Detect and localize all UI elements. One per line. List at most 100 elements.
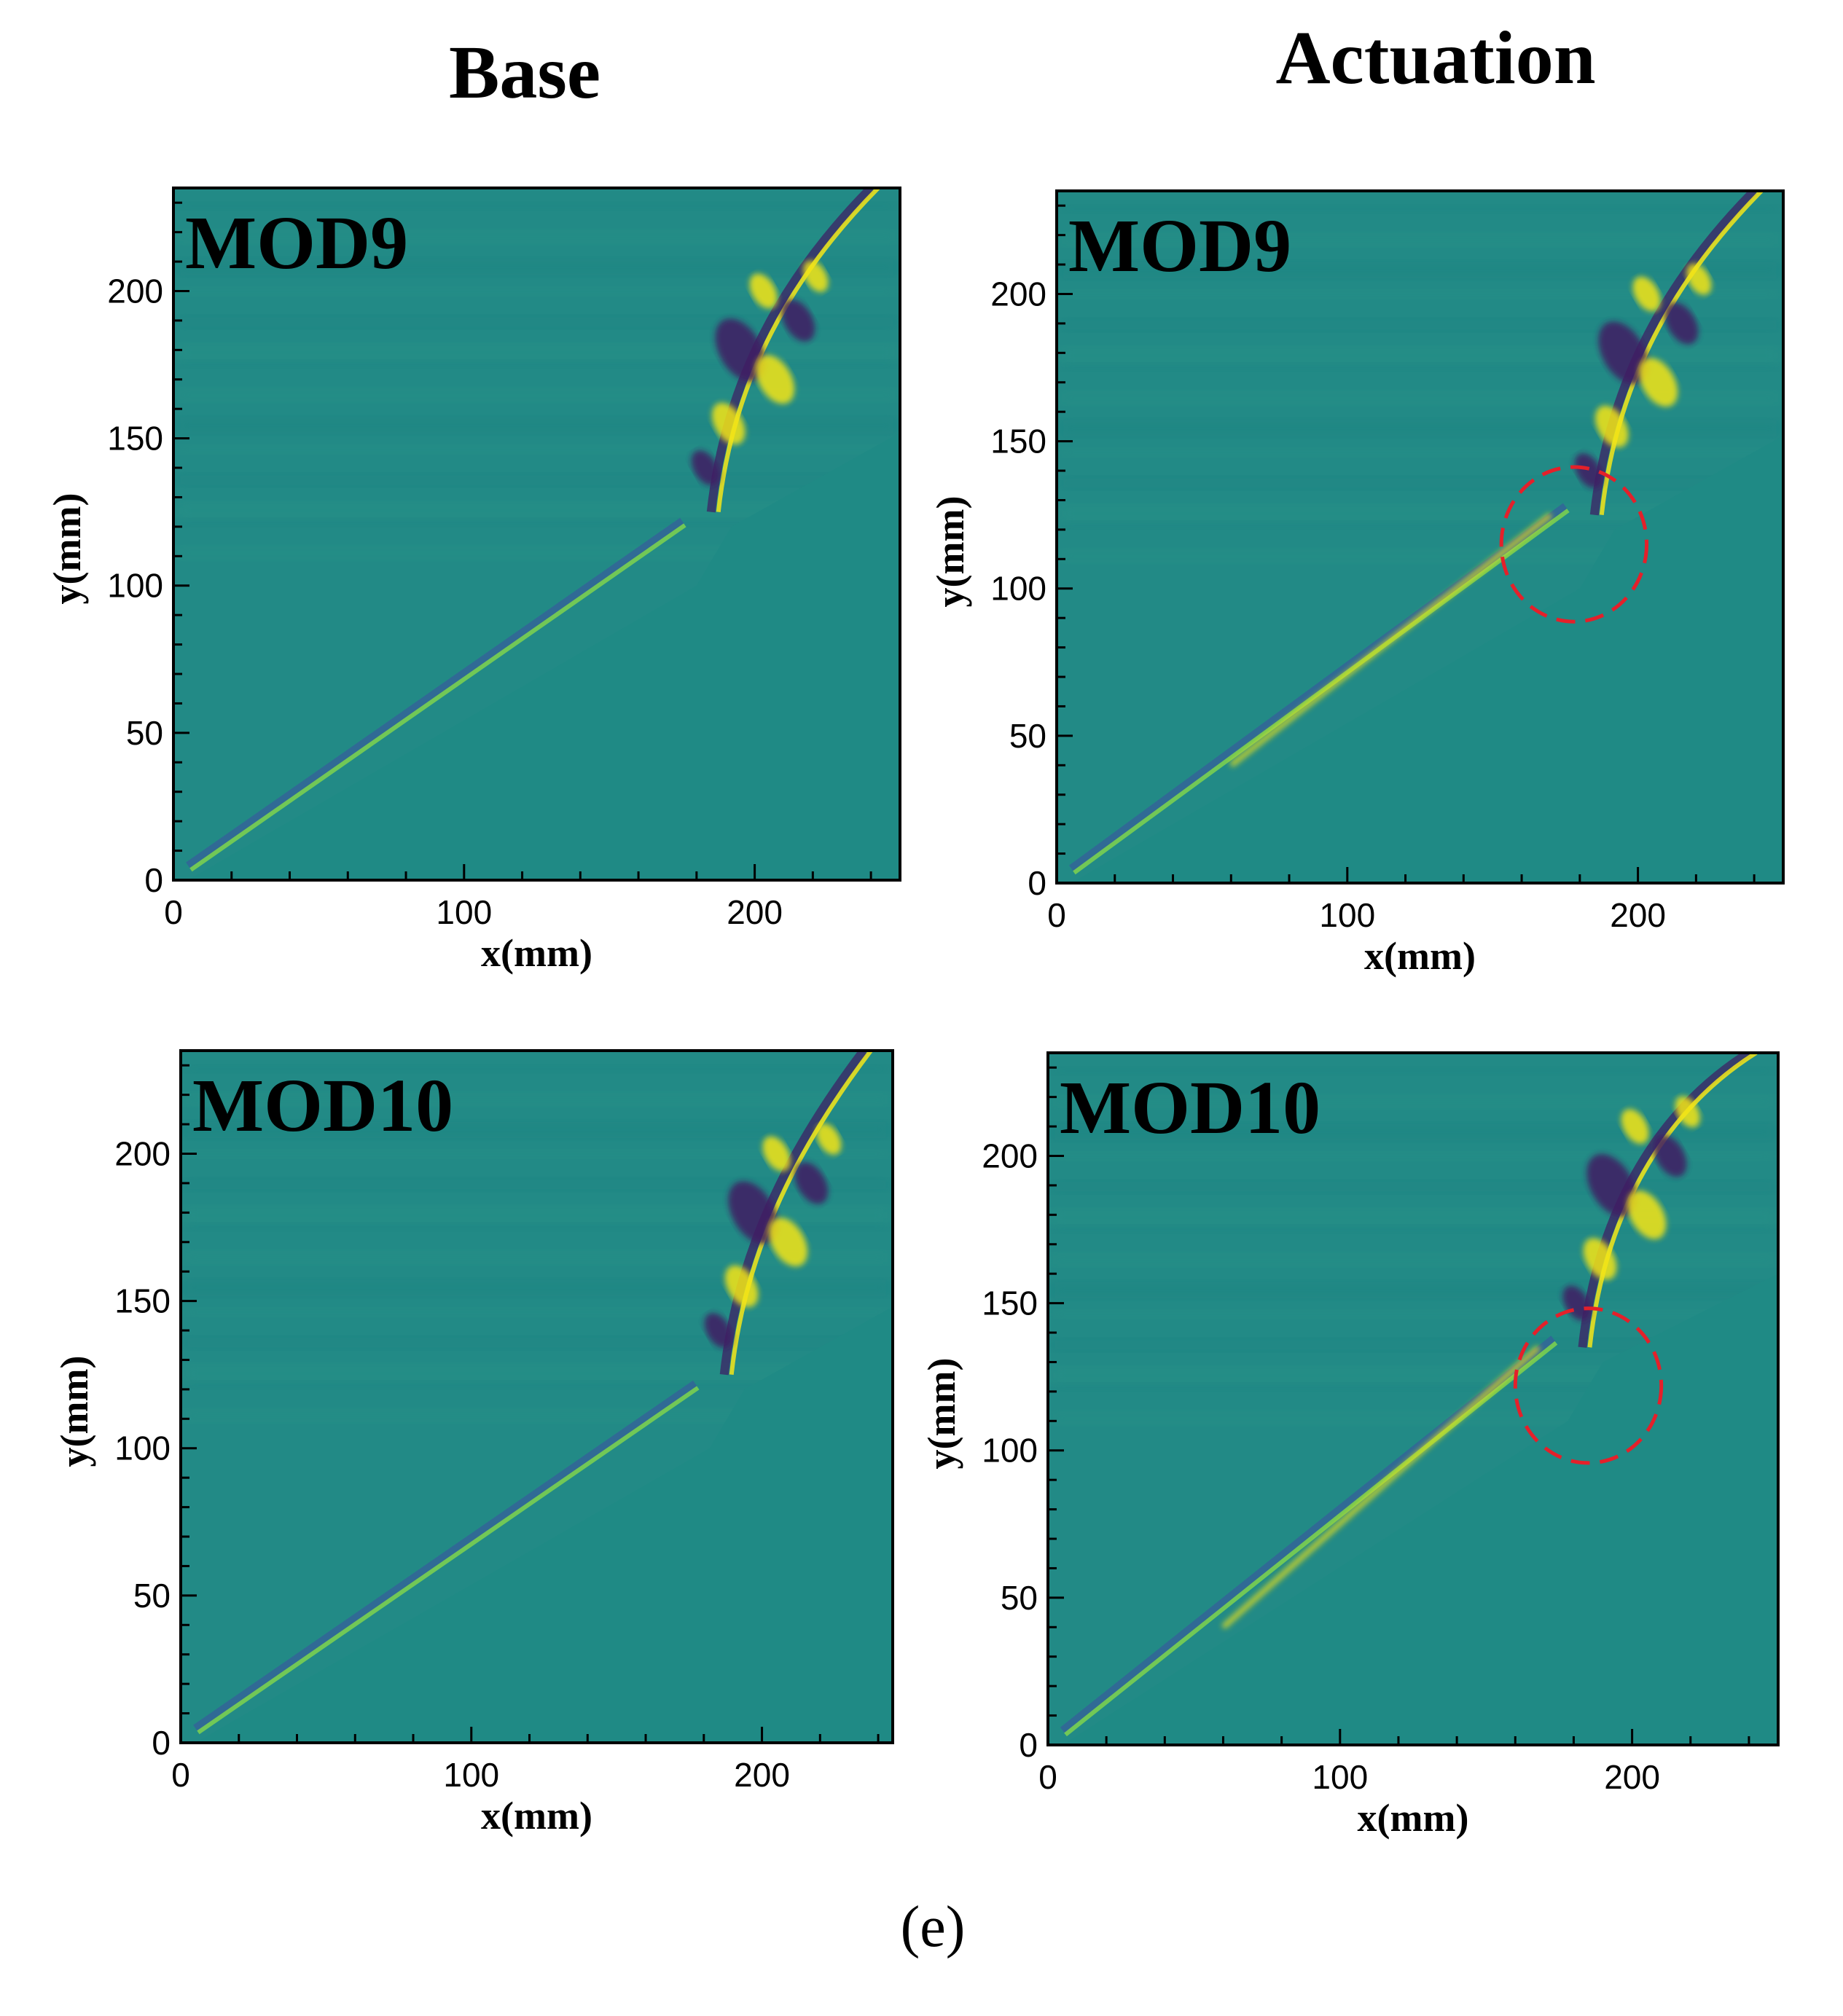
noise-band xyxy=(1048,1384,1778,1391)
highlight-circle xyxy=(1513,1306,1664,1465)
noise-band xyxy=(181,1207,893,1223)
y-tick-label: 200 xyxy=(982,1137,1038,1174)
y-tick-label: 0 xyxy=(152,1724,171,1762)
vortex-blob xyxy=(1574,453,1603,488)
noise-band xyxy=(181,1065,893,1072)
noise-band xyxy=(181,1337,893,1349)
vortex-blob xyxy=(715,318,765,382)
noise-band xyxy=(1057,319,1783,331)
contour-field xyxy=(173,188,900,880)
curved-shock-dark xyxy=(1589,191,1758,516)
ramp-shock-dark xyxy=(193,1380,697,1731)
y-tick-label: 200 xyxy=(114,1134,171,1172)
vortex-blob xyxy=(1686,263,1712,295)
ramp-shock-light xyxy=(189,523,686,872)
ramp-shock-light xyxy=(1064,1341,1558,1737)
vortex-blob xyxy=(816,1123,842,1155)
y-axis-label: y(mm) xyxy=(45,493,89,605)
ramp-shock-dark xyxy=(186,517,684,868)
vortex-blob xyxy=(1675,1096,1700,1128)
vortex-blob xyxy=(691,450,719,485)
x-axis-label: x(mm) xyxy=(1364,934,1476,978)
noise-band xyxy=(181,1309,893,1316)
y-tick-label: 200 xyxy=(107,272,163,310)
mode-label: MOD9 xyxy=(185,201,408,285)
noise-band xyxy=(173,474,900,486)
noise-band xyxy=(1057,262,1783,278)
vortex-blob xyxy=(1664,302,1699,345)
mode-label: MOD9 xyxy=(1068,204,1291,288)
noise-band xyxy=(1057,449,1783,456)
y-tick-label: 100 xyxy=(990,570,1046,608)
column-title-base: Base xyxy=(449,31,600,114)
plot-frame xyxy=(179,1049,894,1744)
noise-band xyxy=(173,203,900,210)
noise-band xyxy=(181,1365,893,1381)
noise-band xyxy=(1048,1181,1778,1193)
noise-band xyxy=(173,231,900,243)
noise-band xyxy=(181,1410,893,1421)
noise-band xyxy=(1057,420,1783,436)
y-tick-label: 150 xyxy=(990,423,1046,460)
x-tick-label: 0 xyxy=(171,1756,190,1794)
vortex-blob xyxy=(1583,1238,1617,1280)
vortex-blob xyxy=(728,1181,778,1244)
noise-band xyxy=(1057,205,1783,213)
noise-band xyxy=(1048,1282,1778,1298)
noise-band xyxy=(1057,477,1783,489)
noise-band xyxy=(181,1122,893,1138)
vortex-blob xyxy=(1586,1153,1637,1217)
x-tick-label: 200 xyxy=(727,893,783,931)
noise-band xyxy=(1048,1096,1778,1107)
x-tick-label: 100 xyxy=(436,893,492,931)
x-axis-label: x(mm) xyxy=(481,1794,592,1837)
noise-band xyxy=(173,288,900,295)
curved-shock-dark xyxy=(719,1051,867,1376)
noise-band xyxy=(1048,1254,1778,1266)
noise-band xyxy=(1057,291,1783,298)
noise-band xyxy=(181,1381,893,1389)
wedge-region xyxy=(1048,1274,1778,1745)
plot-frame xyxy=(1055,189,1785,885)
vortex-blob xyxy=(1627,1190,1667,1239)
plot-frame xyxy=(1046,1051,1780,1746)
contour-field xyxy=(1048,1053,1778,1745)
y-axis-label: y(mm) xyxy=(52,1356,96,1467)
noise-band xyxy=(173,259,900,275)
x-tick-label: 0 xyxy=(164,893,183,931)
curved-shock-dark xyxy=(1578,1053,1752,1348)
noise-band xyxy=(1048,1209,1778,1225)
vortex-blob xyxy=(704,1313,732,1348)
noise-band xyxy=(181,1150,893,1158)
curved-shock-bright xyxy=(1587,1053,1758,1348)
x-tick-label: 200 xyxy=(1610,896,1666,934)
y-tick-label: 50 xyxy=(126,714,163,752)
noise-band xyxy=(173,519,900,526)
noise-band xyxy=(173,361,900,368)
plot-panel-base-mod10: 0 100 200 0 50 100 150 200 x(mm) y(mm) MOD10 xyxy=(52,1049,894,1837)
vortex-blob xyxy=(1653,1134,1687,1177)
mode-label: MOD10 xyxy=(192,1064,453,1148)
noise-band xyxy=(181,1179,893,1191)
y-tick-label: 150 xyxy=(114,1282,171,1320)
y-tick-label: 50 xyxy=(133,1577,171,1615)
wedge-region xyxy=(173,432,900,880)
x-tick-label: 200 xyxy=(734,1756,790,1794)
x-tick-label: 200 xyxy=(1604,1758,1660,1796)
noise-band xyxy=(1057,234,1783,246)
noise-band xyxy=(173,316,900,328)
noise-band xyxy=(1048,1339,1778,1351)
highlight-circle xyxy=(1499,465,1649,624)
contour-field xyxy=(181,1051,893,1743)
x-tick-label: 100 xyxy=(1319,896,1375,934)
noise-band xyxy=(1057,348,1783,364)
vortex-blob xyxy=(781,299,815,342)
noise-band xyxy=(1057,392,1783,404)
noise-band xyxy=(1048,1153,1778,1160)
x-axis-label: x(mm) xyxy=(1358,1796,1469,1840)
noise-band xyxy=(173,389,900,401)
vortex-blob xyxy=(1598,321,1648,385)
vortex-blob xyxy=(803,260,829,292)
plot-panel-base-mod9: 0 100 200 0 50 100 150 200 x(mm) y(mm) MOD9 xyxy=(45,187,901,975)
x-axis-label: x(mm) xyxy=(481,931,592,975)
